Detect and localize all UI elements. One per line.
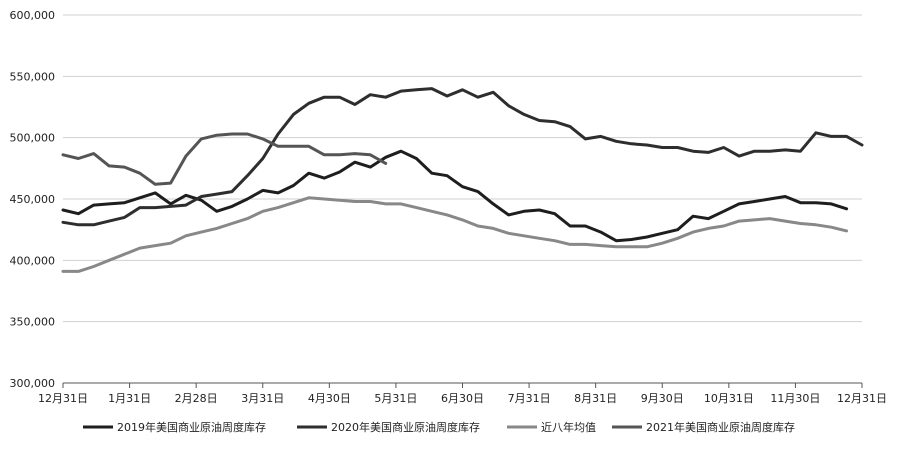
y-tick-label: 450,000: [10, 193, 56, 206]
y-tick-label: 350,000: [10, 316, 56, 329]
x-tick-label: 3月31日: [241, 392, 284, 405]
y-tick-label: 400,000: [10, 254, 56, 267]
series-lines: [61, 87, 864, 273]
x-axis-tick-labels: 12月31日 1月31日 2月28日 3月31日 4月30日 5月31日 6月30日 7月31…: [38, 392, 887, 405]
y-axis-tick-labels: 300,000 350,000 400,000 450,000 500,000 550,0…: [10, 9, 56, 390]
legend-label: 2021年美国商业原油周度库存: [646, 420, 795, 434]
y-tick-label: 600,000: [10, 9, 56, 22]
x-tick-label: 12月31日: [38, 392, 88, 405]
x-tick-label: 10月31日: [704, 392, 754, 405]
x-tick-label: 2月28日: [175, 392, 218, 405]
x-tick-label: 4月30日: [308, 392, 351, 405]
legend-label: 2019年美国商业原油周度库存: [117, 420, 266, 434]
series-line: [61, 132, 388, 186]
legend: 2019年美国商业原油周度库存 2020年美国商业原油周度库存 近八年均值 2021年…: [83, 420, 795, 434]
series-line: [61, 196, 849, 273]
x-tick-label: 6月30日: [441, 392, 484, 405]
legend-label: 近八年均值: [541, 420, 596, 434]
y-tick-label: 500,000: [10, 132, 56, 145]
x-axis: [62, 382, 863, 388]
x-tick-label: 12月31日: [837, 392, 887, 405]
series-line: [61, 149, 849, 243]
x-tick-label: 11月30日: [770, 392, 820, 405]
y-tick-label: 300,000: [10, 377, 56, 390]
y-tick-label: 550,000: [10, 70, 56, 83]
x-tick-label: 8月31日: [574, 392, 617, 405]
x-tick-label: 1月31日: [108, 392, 151, 405]
x-tick-label: 9月30日: [641, 392, 684, 405]
x-tick-label: 5月31日: [374, 392, 417, 405]
x-tick-label: 7月31日: [508, 392, 551, 405]
series-line: [61, 87, 864, 227]
legend-label: 2020年美国商业原油周度库存: [331, 420, 480, 434]
gridlines: [63, 14, 862, 323]
